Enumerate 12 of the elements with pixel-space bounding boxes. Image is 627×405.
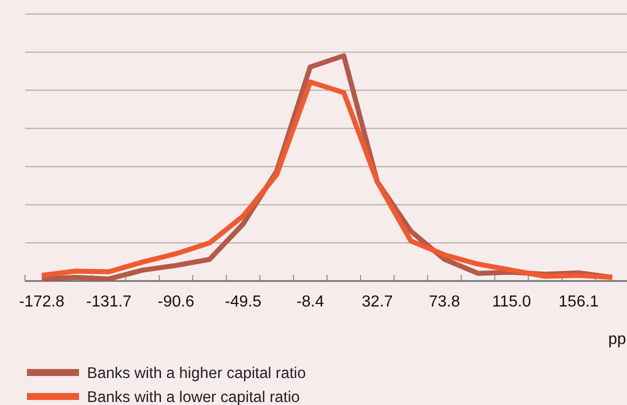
x-tick-label: -8.4 — [296, 293, 324, 310]
x-tick-label: -131.7 — [86, 293, 132, 310]
x-tick-label: -90.6 — [158, 293, 194, 310]
x-tick-label: 32.7 — [362, 293, 394, 310]
legend-label: Banks with a higher capital ratio — [87, 365, 306, 382]
x-tick-label: 115.0 — [492, 293, 532, 310]
x-tick-label: -49.5 — [224, 293, 262, 310]
x-tick-label: 73.8 — [428, 293, 460, 310]
legend-label: Banks with a lower capital ratio — [87, 389, 300, 405]
x-axis-title: pp — [608, 331, 626, 348]
x-tick-label: -172.8 — [19, 293, 65, 310]
x-tick-label: 156.1 — [558, 293, 599, 310]
